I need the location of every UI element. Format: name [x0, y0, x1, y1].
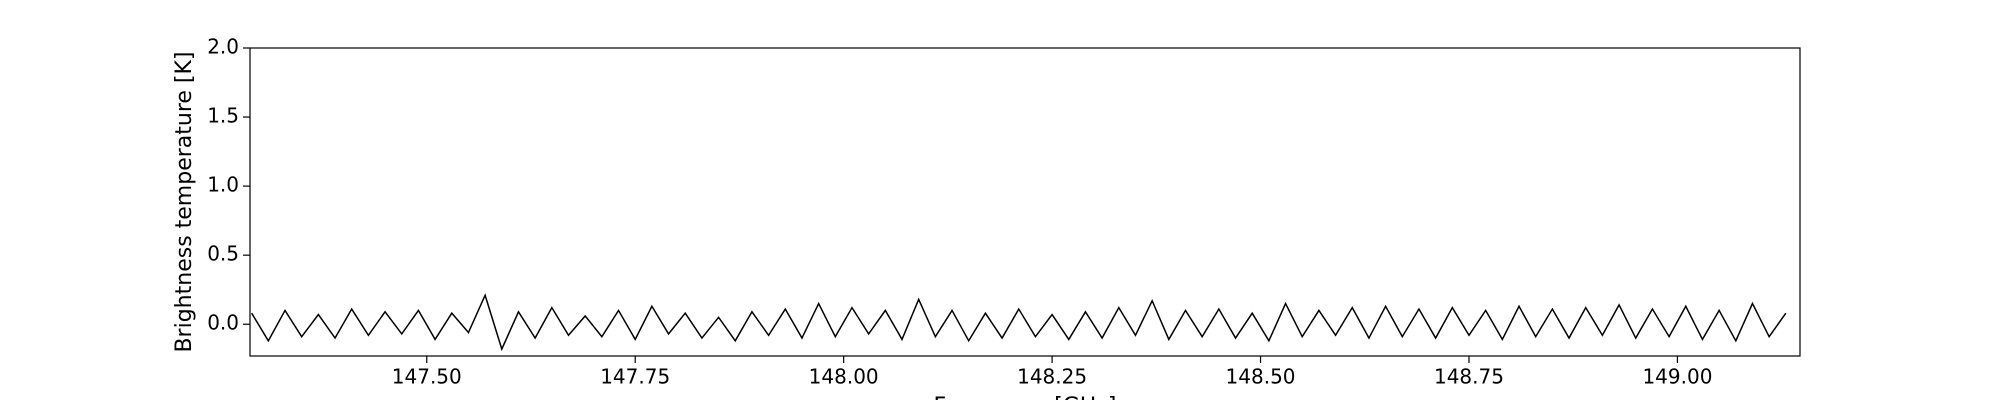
- y-tick-label: 2.0: [207, 35, 239, 59]
- spectrum-line: [251, 293, 1787, 352]
- x-tick-label: 148.50: [1226, 365, 1296, 389]
- y-tick-label: 1.0: [207, 173, 239, 197]
- y-tick-label: 0.0: [207, 311, 239, 335]
- x-tick-label: 149.00: [1642, 365, 1712, 389]
- y-tick-label: 0.5: [207, 242, 239, 266]
- x-tick-label: 147.75: [600, 365, 670, 389]
- x-tick-label: 148.25: [1017, 365, 1087, 389]
- x-tick-label: 148.00: [809, 365, 879, 389]
- plot-frame: [249, 47, 1801, 357]
- x-tick-label: 148.75: [1434, 365, 1504, 389]
- x-axis-label: Frequency [GHz]: [934, 394, 1117, 400]
- x-tick-label: 147.50: [392, 365, 462, 389]
- y-axis-label: Brightness temperature [K]: [172, 51, 197, 352]
- y-tick-label: 1.5: [207, 104, 239, 128]
